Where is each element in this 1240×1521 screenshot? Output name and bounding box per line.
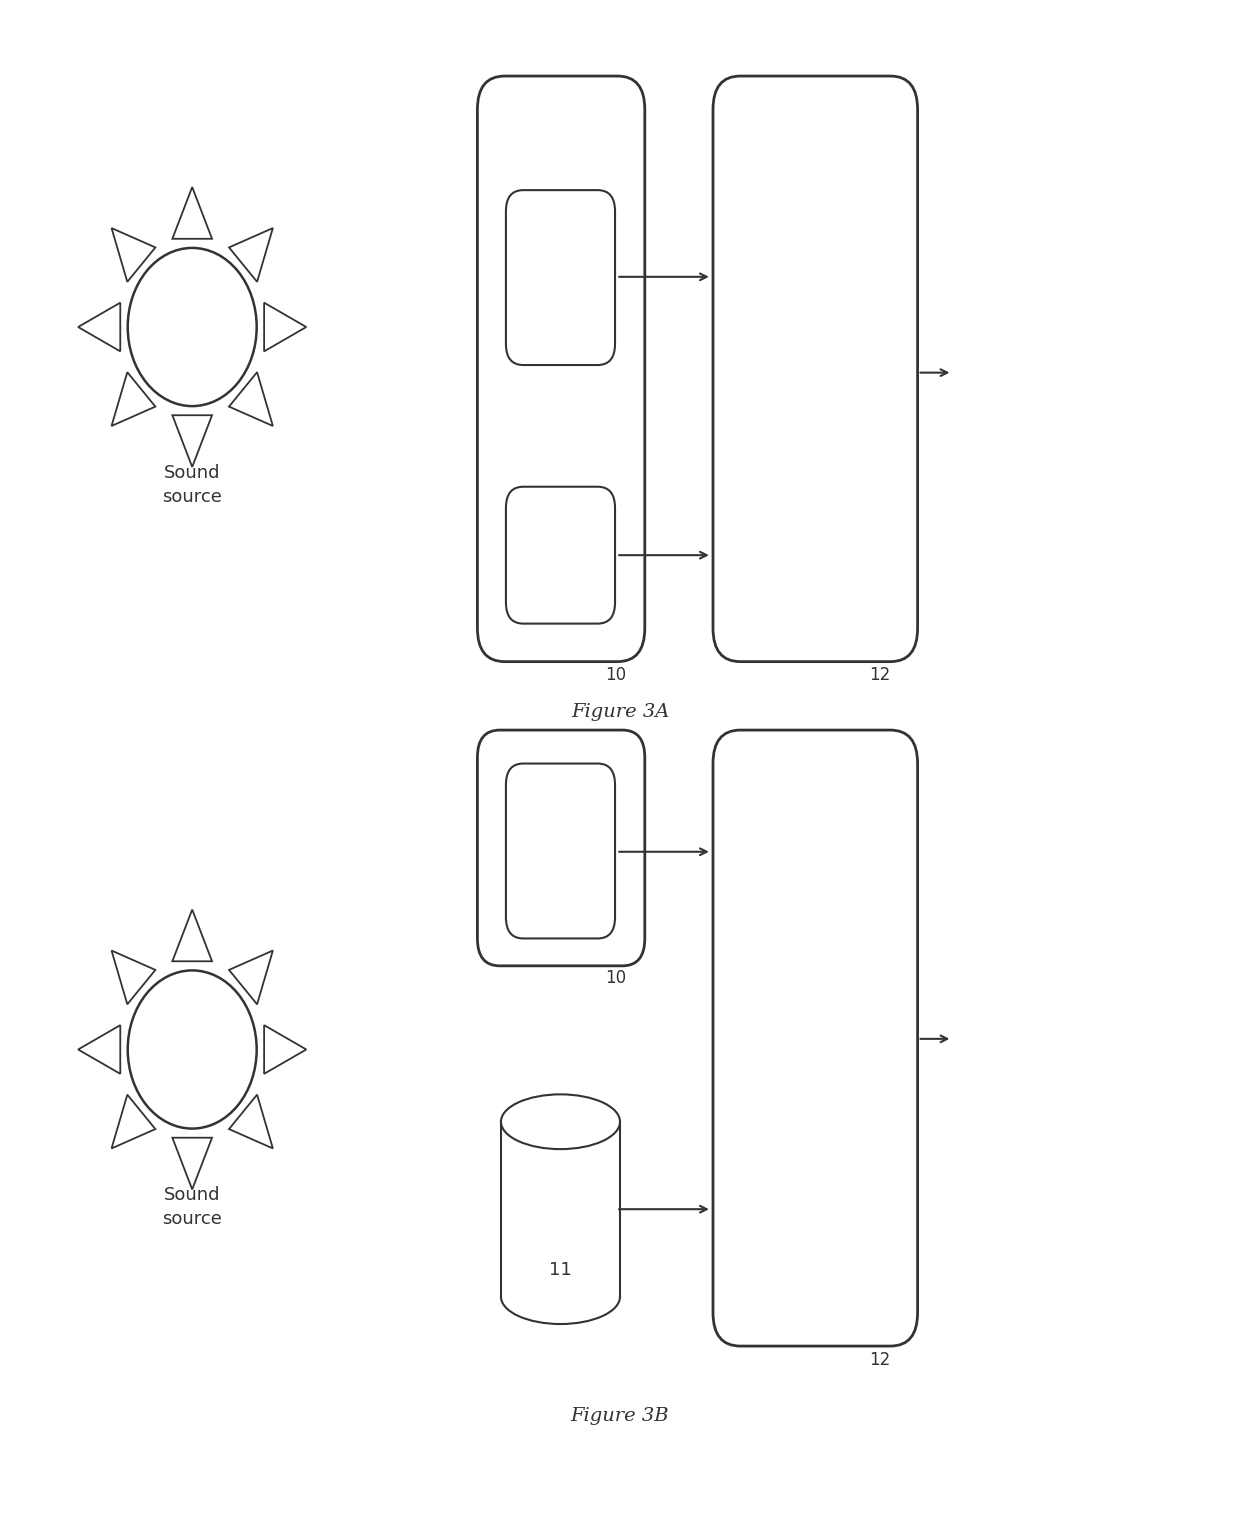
Text: Sound
source: Sound source — [162, 1186, 222, 1227]
Text: Sound
source: Sound source — [162, 464, 222, 505]
Text: 12: 12 — [869, 1351, 890, 1369]
FancyBboxPatch shape — [713, 76, 918, 662]
Text: 10: 10 — [605, 969, 626, 987]
FancyBboxPatch shape — [477, 730, 645, 966]
Text: Figure 3B: Figure 3B — [570, 1407, 670, 1425]
FancyBboxPatch shape — [501, 1122, 620, 1296]
FancyBboxPatch shape — [506, 487, 615, 624]
FancyBboxPatch shape — [713, 730, 918, 1346]
FancyBboxPatch shape — [477, 76, 645, 662]
Text: 100: 100 — [543, 269, 578, 287]
FancyBboxPatch shape — [506, 764, 615, 938]
Text: Figure 3A: Figure 3A — [570, 703, 670, 721]
Text: 10: 10 — [605, 666, 626, 684]
Text: 12: 12 — [869, 666, 890, 684]
Text: 11: 11 — [549, 548, 572, 566]
Ellipse shape — [501, 1095, 620, 1150]
FancyBboxPatch shape — [506, 190, 615, 365]
Text: 100: 100 — [543, 843, 578, 861]
Text: 11: 11 — [549, 1261, 572, 1279]
